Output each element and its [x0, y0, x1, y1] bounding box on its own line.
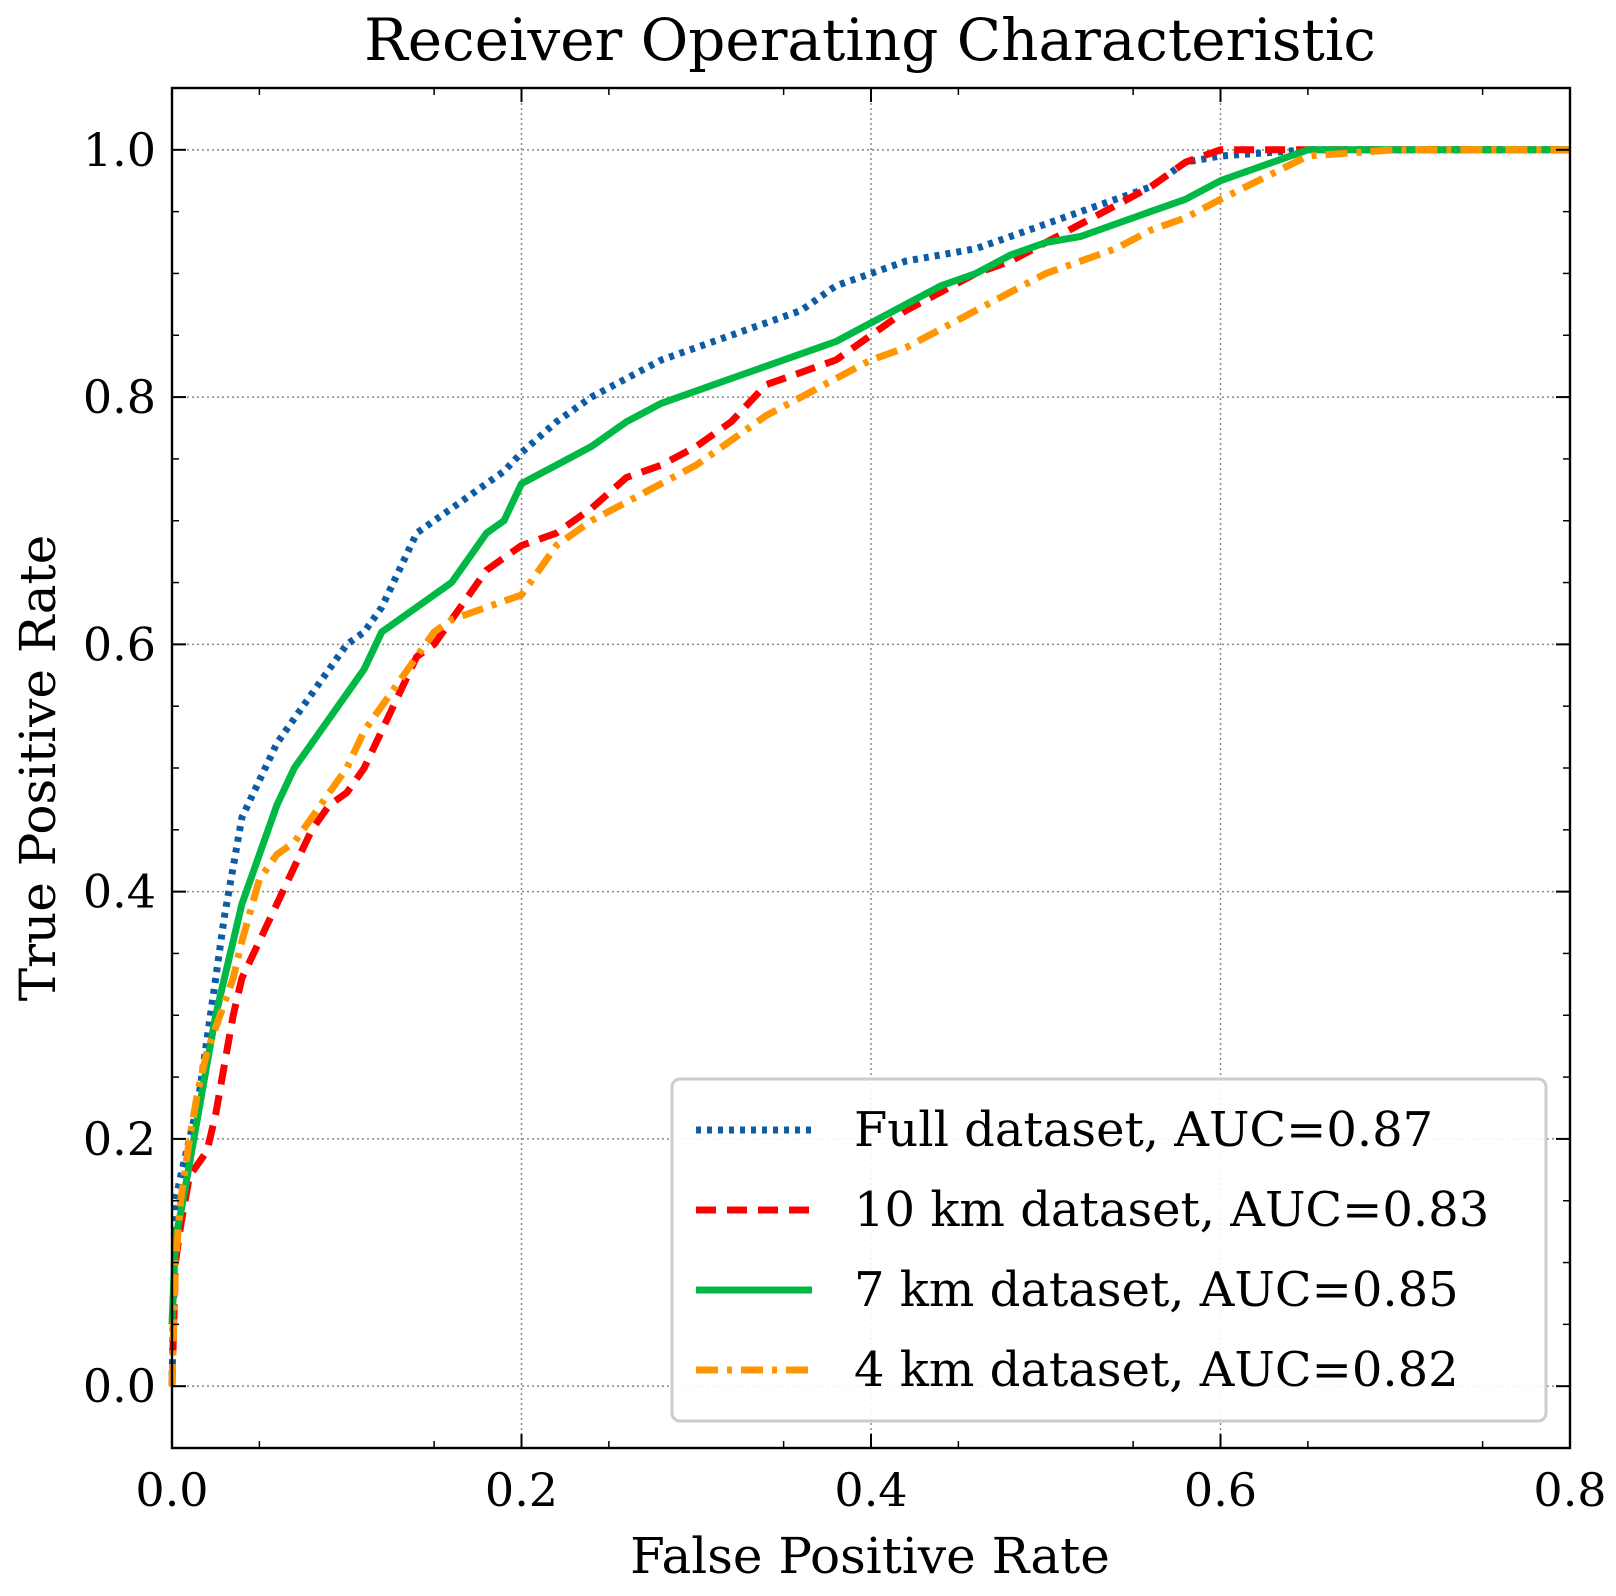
legend-label-0: Full dataset, AUC=0.87	[854, 1102, 1433, 1158]
y-tick-label: 0.4	[83, 865, 156, 919]
x-tick-label: 0.2	[485, 1463, 558, 1517]
x-tick-label: 0.4	[834, 1463, 907, 1517]
series-line-0	[168, 146, 1570, 1387]
y-axis-label: True Positive Rate	[9, 535, 67, 1001]
y-tick-label: 0.6	[83, 617, 156, 671]
legend-label-3: 4 km dataset, AUC=0.82	[854, 1342, 1459, 1398]
y-tick-label: 0.8	[83, 370, 156, 424]
x-axis-label: False Positive Rate	[630, 1527, 1110, 1585]
y-tick-labels: 0.0 0.2 0.4 0.6 0.8 1.0	[83, 123, 156, 1413]
legend-label-2: 7 km dataset, AUC=0.85	[854, 1262, 1459, 1318]
legend-box	[670, 1077, 1548, 1423]
series-line-2	[168, 146, 1570, 1325]
y-tick-label: 0.0	[83, 1359, 156, 1413]
axis-ticks	[171, 88, 1571, 1448]
series-layer	[168, 146, 1570, 1387]
series-line-3	[168, 146, 1570, 1387]
y-tick-label: 0.2	[83, 1112, 156, 1166]
chart-title: Receiver Operating Characteristic	[364, 6, 1376, 74]
series-line-1	[168, 146, 1570, 1387]
y-tick-label: 1.0	[83, 123, 156, 177]
x-tick-label: 0.8	[1533, 1463, 1606, 1517]
x-tick-label: 0.0	[135, 1463, 208, 1517]
legend: Full dataset, AUC=0.87 10 km dataset, AUC…	[670, 1077, 1548, 1423]
legend-label-1: 10 km dataset, AUC=0.83	[854, 1182, 1489, 1238]
x-tick-labels: 0.0 0.2 0.4 0.6 0.8	[135, 1463, 1606, 1517]
x-tick-label: 0.6	[1184, 1463, 1257, 1517]
